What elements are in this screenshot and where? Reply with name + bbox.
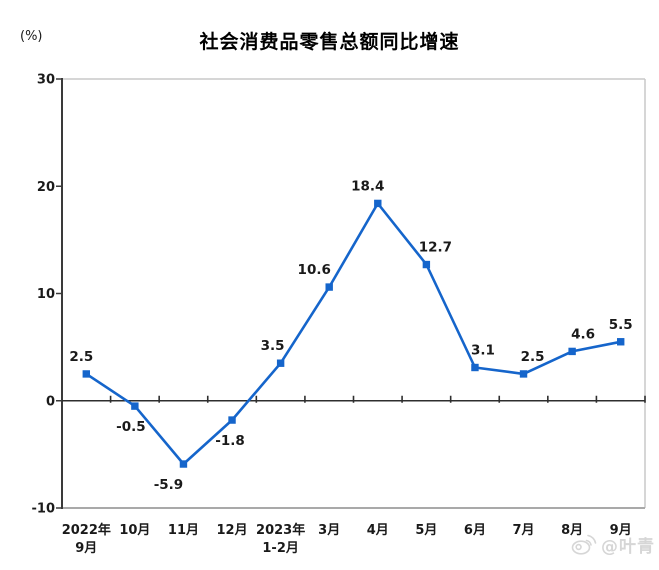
y-axis: 30 20 10 0 -10 (32, 73, 63, 517)
weibo-icon (571, 534, 597, 555)
svg-text:-1.8: -1.8 (215, 433, 245, 449)
svg-text:11月: 11月 (168, 523, 199, 538)
svg-text:10: 10 (37, 287, 55, 302)
svg-text:12月: 12月 (216, 523, 247, 538)
svg-text:8月: 8月 (561, 523, 583, 538)
svg-text:9月: 9月 (75, 541, 97, 556)
y-axis-unit-label: (%) (20, 29, 43, 44)
svg-text:7月: 7月 (513, 523, 535, 538)
plot-border (62, 78, 646, 509)
x-axis (62, 395, 646, 403)
svg-text:2023年: 2023年 (256, 522, 305, 538)
svg-text:5.5: 5.5 (609, 317, 633, 333)
series-markers (82, 199, 625, 468)
svg-text:18.4: 18.4 (351, 178, 384, 194)
svg-text:20: 20 (37, 180, 55, 195)
svg-text:4月: 4月 (367, 523, 389, 538)
x-axis-labels: 2022年 9月 10月 11月 12月 2023年 1-2月 3月 4月 5月 6月 7月 8月 9月 (62, 522, 632, 556)
svg-text:10.6: 10.6 (298, 262, 331, 278)
svg-text:-5.9: -5.9 (154, 477, 184, 493)
svg-text:6月: 6月 (464, 523, 486, 538)
svg-text:12.7: 12.7 (419, 240, 452, 256)
svg-text:-0.5: -0.5 (116, 419, 146, 435)
svg-text:2.5: 2.5 (69, 349, 93, 365)
svg-text:1-2月: 1-2月 (262, 541, 299, 556)
series-line (85, 202, 623, 466)
svg-text:3.1: 3.1 (471, 343, 495, 359)
svg-text:-10: -10 (32, 502, 56, 517)
svg-text:2022年: 2022年 (62, 522, 111, 538)
svg-text:4.6: 4.6 (571, 326, 595, 342)
svg-text:2.5: 2.5 (521, 349, 545, 365)
chart-title: 社会消费品零售总额同比增速 (199, 31, 460, 53)
watermark: @叶青 (570, 531, 655, 557)
svg-text:10月: 10月 (119, 523, 150, 538)
svg-text:5月: 5月 (415, 523, 437, 538)
watermark-text: @叶青 (601, 536, 655, 557)
svg-text:30: 30 (37, 73, 55, 88)
svg-text:9月: 9月 (610, 523, 632, 538)
svg-text:3.5: 3.5 (261, 338, 285, 354)
data-labels: 2.5 -0.5 -5.9 -1.8 3.5 10.6 18.4 12.7 3.1 2.5 4.6 5… (69, 178, 632, 493)
svg-text:3月: 3月 (318, 523, 340, 538)
svg-text:0: 0 (46, 394, 55, 409)
